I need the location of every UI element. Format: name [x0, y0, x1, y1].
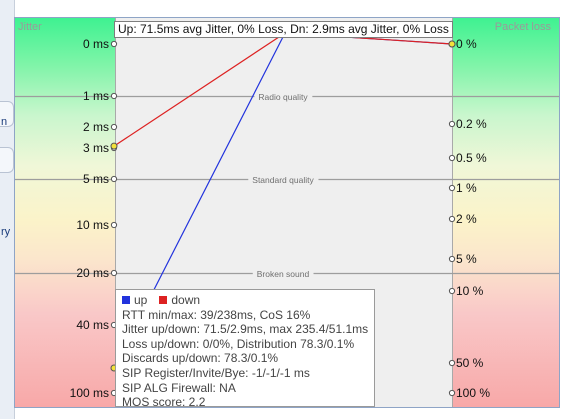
legend-label-down: down [171, 293, 201, 307]
quality-band-label: Radio quality [258, 92, 308, 102]
jitter-tick-marker [110, 123, 118, 131]
jitter-tick-label: 20 ms [76, 266, 109, 280]
series-left-marker-down [110, 142, 118, 150]
jitter-tick-label: 0 ms [83, 37, 109, 51]
background-tab [0, 147, 14, 173]
legend-label-up: up [134, 293, 148, 307]
series-line-down [113, 32, 453, 147]
background-text: ry [1, 226, 11, 238]
loss-tick-marker [448, 359, 456, 367]
loss-tick-label: 2 % [456, 212, 477, 226]
jitter-tick-marker [110, 92, 118, 100]
jitter-tick-label: 40 ms [76, 318, 109, 332]
jitter-axis-label: Jitter [18, 21, 42, 33]
packet-loss-axis-label: Packet loss [494, 21, 551, 33]
loss-tick-marker [448, 287, 456, 295]
loss-tick-label: 0.5 % [456, 151, 487, 165]
quality-band-label-bg [252, 269, 314, 279]
loss-tick-marker [448, 389, 456, 397]
mos-score-line: MOS score: 2.2 [122, 395, 206, 410]
loss-tick-label: 100 % [456, 386, 490, 400]
background-tab [0, 101, 14, 127]
legend-swatch-down [159, 296, 168, 305]
background-text: n [1, 116, 8, 128]
loss-tick-label: 1 % [456, 181, 477, 195]
loss-tick-label: 0.2 % [456, 117, 487, 131]
loss-tick-marker [448, 184, 456, 192]
quality-band-label-bg [254, 92, 313, 102]
jitter-tick-label: 10 ms [76, 218, 109, 232]
quality-band-label: Standard quality [252, 175, 314, 185]
jitter-tick-marker [110, 269, 118, 277]
loss-tick-label: 5 % [456, 252, 477, 266]
loss-tick-label: 0 % [456, 37, 477, 51]
quality-band-label: Broken sound [257, 269, 310, 279]
loss-tick-marker [448, 154, 456, 162]
jitter-tick-label: 5 ms [83, 172, 109, 186]
jitter-tick-label: 3 ms [83, 141, 109, 155]
jitter-tick-label: 100 ms [70, 386, 109, 400]
loss-tick-marker [448, 215, 456, 223]
series-right-marker-down [448, 40, 456, 48]
loss-tick-marker [448, 255, 456, 263]
loss-tick-marker [448, 120, 456, 128]
jitter-tick-label: 1 ms [83, 89, 109, 103]
chart-title: Up: 71.5ms avg Jitter, 0% Loss, Dn: 2.9m… [114, 21, 453, 38]
jitter-tick-label: 2 ms [83, 120, 109, 134]
loss-tick-label: 10 % [456, 284, 484, 298]
loss-line: Loss up/down: 0/0%, Distribution 78.3/0.… [122, 336, 355, 351]
jitter-tick-marker [110, 175, 118, 183]
jitter-line: Jitter up/down: 71.5/2.9ms, max 235.4/51… [122, 322, 369, 337]
sip-timing-line: SIP Register/Invite/Bye: -1/-1/-1 ms [122, 365, 310, 380]
rtt-line: RTT min/max: 39/238ms, CoS 16% [122, 307, 311, 322]
stats-tooltip: up down RTT min/max: 39/238ms, CoS 16% J… [115, 289, 375, 410]
discards-line: Discards up/down: 78.3/0.1% [122, 351, 279, 366]
quality-band-label-bg [248, 175, 319, 185]
legend-swatch-up [122, 296, 130, 305]
jitter-tick-marker [110, 40, 118, 48]
jitter-tick-marker [110, 221, 118, 229]
loss-tick-label: 50 % [456, 356, 484, 370]
legend: up down [122, 293, 368, 308]
sip-alg-line: SIP ALG Firewall: NA [122, 380, 236, 395]
